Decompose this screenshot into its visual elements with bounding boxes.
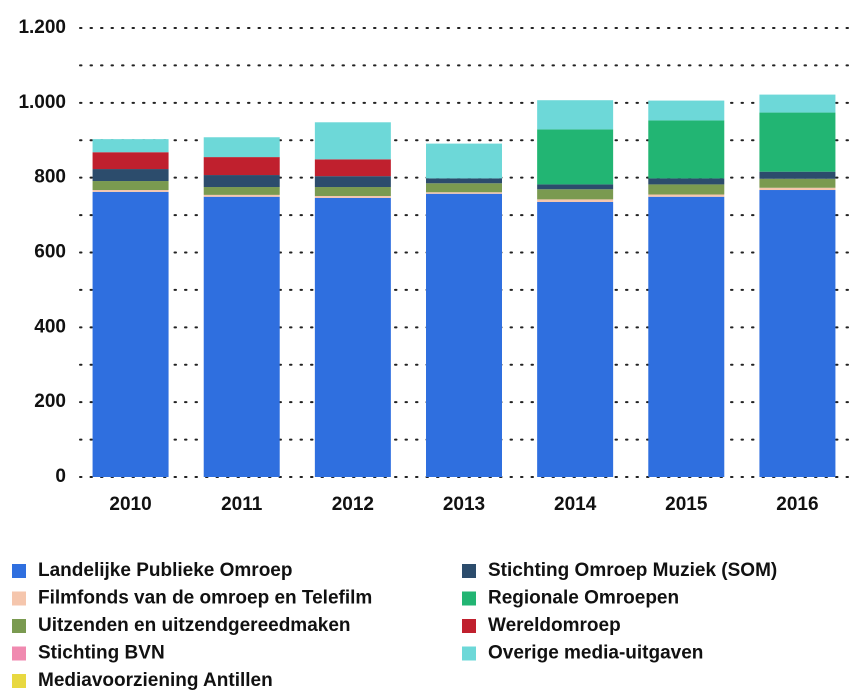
- legend-swatch: [12, 619, 26, 633]
- bar-segment: [314, 159, 391, 177]
- x-tick-label: 2015: [665, 494, 708, 515]
- bar-segment: [537, 189, 614, 200]
- legend-label: Landelijke Publieke Omroep: [38, 560, 292, 581]
- bar-segment: [426, 192, 502, 194]
- bar-segment: [314, 122, 391, 160]
- y-tick-label: 800: [34, 167, 66, 188]
- legend-label: Stichting Omroep Muziek (SOM): [488, 560, 777, 581]
- bar-segment: [648, 184, 725, 195]
- bar-segment: [648, 178, 725, 185]
- bar-segment: [648, 194, 725, 197]
- legend-label: Filmfonds van de omroep en Telefilm: [38, 588, 372, 609]
- legend-label: Stichting BVN: [38, 643, 165, 664]
- x-tick-label: 2013: [443, 494, 485, 515]
- legend-label: Wereldomroep: [488, 615, 621, 636]
- bar-segment: [759, 112, 836, 172]
- bar-segment: [92, 181, 169, 191]
- bar-segment: [203, 196, 280, 478]
- x-tick-label: 2014: [554, 494, 597, 515]
- legend-label: Regionale Omroepen: [488, 588, 679, 609]
- bar-segment: [314, 176, 391, 188]
- bar-segment: [426, 183, 502, 193]
- legend-swatch: [462, 564, 476, 578]
- bar-segment: [203, 137, 280, 158]
- legend-label: Overige media-uitgaven: [488, 643, 703, 664]
- bar-segment: [648, 196, 725, 478]
- bar-segment: [537, 199, 614, 202]
- x-tick-label: 2010: [109, 494, 151, 515]
- bar-segment: [92, 169, 169, 182]
- x-tick-label: 2011: [221, 494, 263, 515]
- bar-segment: [759, 178, 836, 188]
- legend-swatch: [12, 564, 26, 578]
- bar-segment: [537, 129, 614, 185]
- x-tick-label: 2016: [776, 494, 818, 515]
- bar-segment: [92, 139, 169, 153]
- y-tick-label: 0: [55, 466, 66, 487]
- bar-segment: [648, 120, 725, 179]
- bar-segment: [203, 157, 280, 176]
- bar-segment: [203, 187, 280, 195]
- y-tick-label: 200: [34, 391, 66, 412]
- bar-segment: [314, 187, 391, 197]
- legend-swatch: [462, 591, 476, 606]
- bar-segment: [759, 171, 836, 179]
- bar-segment: [759, 187, 836, 191]
- bar-segment: [92, 191, 169, 477]
- legend-swatch: [462, 646, 476, 661]
- y-tick-label: 600: [34, 242, 66, 263]
- bar-segment: [426, 143, 502, 179]
- bar-segment: [759, 190, 836, 477]
- bar-segment: [203, 175, 280, 188]
- x-tick-label: 2012: [332, 494, 374, 515]
- y-tick-label: 1.200: [18, 17, 66, 38]
- bar-segment: [203, 194, 280, 197]
- bar-segment: [92, 190, 169, 192]
- bar-segment: [537, 100, 614, 130]
- bar-segment: [648, 100, 725, 121]
- y-tick-label: 400: [34, 316, 66, 337]
- bar-segment: [426, 178, 502, 184]
- legend-swatch: [12, 674, 26, 688]
- bar-segment: [759, 94, 836, 113]
- bar-segment: [92, 152, 169, 170]
- bar-segment: [314, 196, 391, 198]
- bar-segment: [426, 193, 502, 477]
- legend-swatch: [12, 646, 26, 661]
- bar-segment: [314, 197, 391, 477]
- legend-swatch: [462, 619, 476, 633]
- legend-swatch: [12, 591, 26, 606]
- legend-label: Mediavoorziening Antillen: [38, 670, 273, 691]
- bar-segment: [537, 184, 614, 190]
- y-tick-label: 1.000: [18, 92, 66, 113]
- legend-label: Uitzenden en uitzendgereedmaken: [38, 615, 351, 636]
- bar-segment: [537, 201, 614, 478]
